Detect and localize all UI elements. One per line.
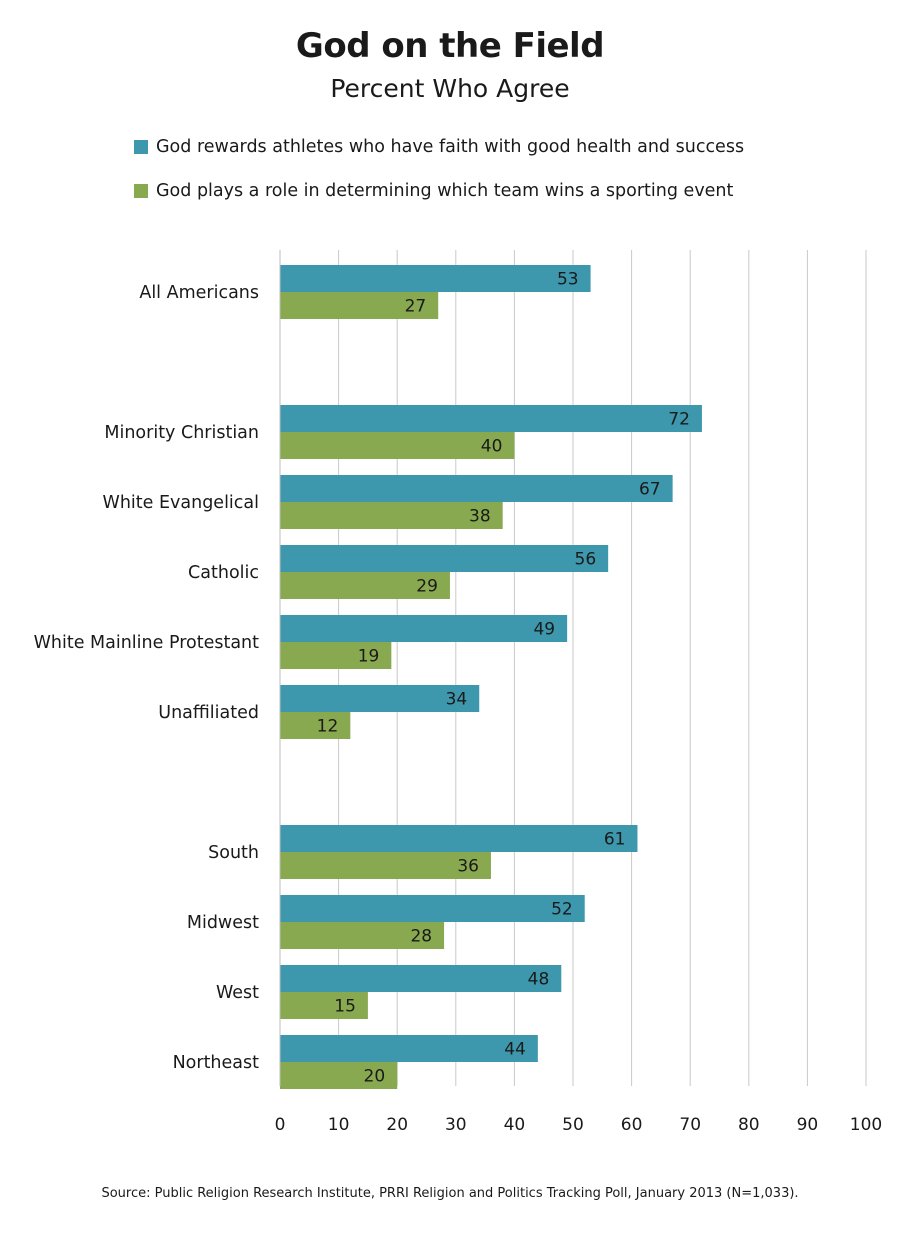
data-label: 20: [364, 1067, 386, 1087]
x-tick-label: 40: [504, 1115, 526, 1135]
data-label: 72: [668, 410, 690, 430]
bar-role: [280, 852, 491, 879]
data-label: 36: [457, 857, 479, 877]
data-label: 34: [446, 690, 468, 710]
category-label: Northeast: [173, 1053, 260, 1073]
category-label: Catholic: [188, 563, 259, 583]
bar-rewards: [280, 615, 568, 642]
legend-label-rewards: God rewards athletes who have faith with…: [156, 137, 745, 157]
data-label: 49: [533, 620, 555, 640]
x-tick-label: 100: [850, 1115, 882, 1135]
data-label: 56: [575, 550, 597, 570]
category-label: White Mainline Protestant: [34, 633, 260, 653]
x-tick-label: 20: [386, 1115, 408, 1135]
bar-rewards: [280, 895, 585, 922]
category-label: Midwest: [187, 913, 259, 933]
bar-role: [280, 922, 445, 949]
data-label: 28: [410, 927, 432, 947]
data-label: 53: [557, 270, 579, 290]
x-tick-label: 90: [797, 1115, 819, 1135]
category-label: Unaffiliated: [158, 703, 259, 723]
bar-role: [280, 292, 439, 319]
data-label: 48: [528, 970, 550, 990]
data-label: 67: [639, 480, 661, 500]
bar-role: [280, 992, 368, 1019]
x-tick-label: 60: [621, 1115, 643, 1135]
bar-rewards: [280, 545, 609, 572]
category-label: Minority Christian: [104, 423, 259, 443]
bar-rewards: [280, 405, 702, 432]
bar-role: [280, 572, 450, 599]
chart-title: God on the Field: [295, 26, 605, 66]
bar-rewards: [280, 475, 673, 502]
data-label: 29: [416, 577, 438, 597]
bar-rewards: [280, 685, 480, 712]
category-label: All Americans: [139, 283, 259, 303]
x-tick-label: 70: [679, 1115, 701, 1135]
data-label: 15: [334, 997, 356, 1017]
bar-rewards: [280, 265, 591, 292]
bar-rewards: [280, 1035, 538, 1062]
bar-role: [280, 1062, 398, 1089]
x-tick-label: 0: [275, 1115, 286, 1135]
x-tick-label: 10: [328, 1115, 350, 1135]
legend-item-rewards: God rewards athletes who have faith with…: [134, 136, 744, 158]
category-label: South: [208, 843, 259, 863]
bar-rewards: [280, 965, 562, 992]
legend-label-role: God plays a role in determining which te…: [156, 181, 734, 201]
bar-role: [280, 642, 392, 669]
bar-role: [280, 502, 503, 529]
data-label: 40: [481, 437, 503, 457]
x-tick-label: 50: [562, 1115, 584, 1135]
legend-swatch-rewards: [134, 140, 148, 154]
bar-role: [280, 432, 515, 459]
chart-subtitle: Percent Who Agree: [330, 74, 570, 103]
data-label: 19: [358, 647, 380, 667]
data-label: 27: [405, 297, 427, 317]
category-label: West: [216, 983, 259, 1003]
x-tick-label: 80: [738, 1115, 760, 1135]
x-tick-label: 30: [445, 1115, 467, 1135]
data-label: 12: [317, 717, 339, 737]
data-label: 44: [504, 1040, 526, 1060]
data-label: 38: [469, 507, 491, 527]
source-note: Source: Public Religion Research Institu…: [101, 1186, 799, 1201]
data-label: 52: [551, 900, 573, 920]
bar-role: [280, 712, 351, 739]
data-label: 61: [604, 830, 626, 850]
bar-rewards: [280, 825, 638, 852]
legend-swatch-role: [134, 184, 148, 198]
legend-item-role: God plays a role in determining which te…: [134, 180, 733, 202]
category-label: White Evangelical: [103, 493, 259, 513]
